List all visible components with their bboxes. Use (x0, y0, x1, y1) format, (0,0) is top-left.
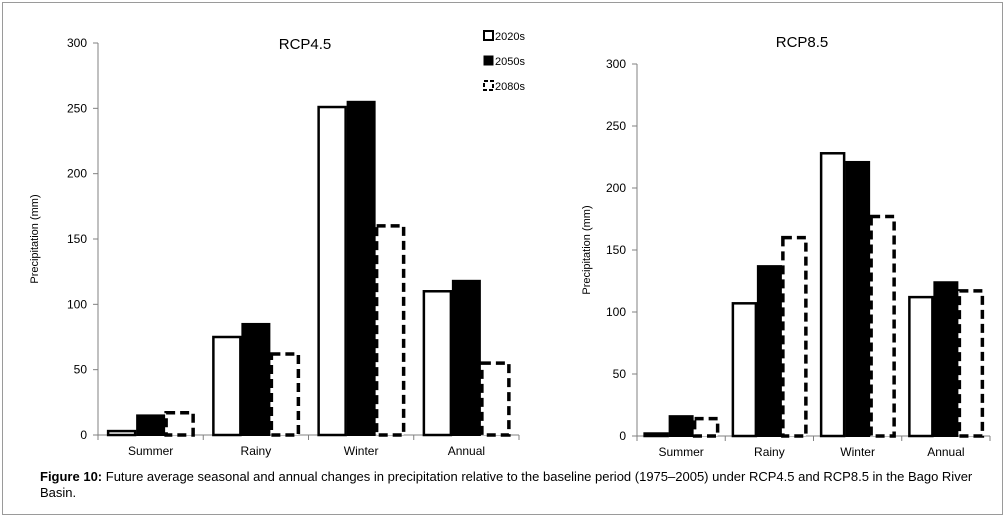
chart2-bar-2020s-annual (909, 297, 932, 436)
chart1-y-tick-label: 300 (67, 36, 87, 50)
chart1-bar-2080s-winter (377, 226, 404, 435)
chart2-bar-2080s-summer (695, 419, 718, 436)
chart1-y-tick-label: 100 (67, 297, 87, 311)
chart2-x-tick-label: Winter (840, 445, 875, 459)
chart-canvas: RCP4.5 Precipitation (mm) 0 50 100 150 200 250 3… (0, 0, 1007, 519)
figure-caption: Figure 10: Future average seasonal and a… (40, 469, 980, 501)
chart2-x-tick-label: Rainy (754, 445, 785, 459)
legend-swatch-2020s (484, 31, 493, 40)
chart2-bar-2020s-rainy (733, 303, 756, 436)
chart2-y-tick-label: 300 (606, 57, 626, 71)
chart1-y-tick-label: 200 (67, 167, 87, 181)
chart2-bar-2050s-winter (846, 162, 869, 436)
chart1-y-tick-label: 50 (74, 363, 88, 377)
chart2-y-tick-label: 100 (606, 305, 626, 319)
chart2-bar-2020s-winter (821, 153, 844, 436)
chart2-bar-2080s-winter (871, 217, 894, 436)
chart2-y-axis-label: Precipitation (mm) (581, 205, 593, 294)
chart2-bar-2020s-summer (645, 434, 668, 436)
chart1-bar-2080s-summer (166, 413, 193, 435)
chart1-bar-2050s-annual (453, 281, 480, 435)
caption-label: Figure 10: (40, 469, 102, 484)
chart1-y-tick-label: 150 (67, 232, 87, 246)
legend-swatch-2050s (484, 56, 493, 65)
chart2-y-tick-label: 150 (606, 243, 626, 257)
chart2-x-tick-label: Summer (658, 445, 703, 459)
chart1-bar-2020s-annual (424, 291, 451, 435)
chart2-x-tick-label: Annual (927, 445, 964, 459)
chart1-bar-2050s-summer (137, 415, 164, 435)
chart1-bar-2020s-rainy (213, 337, 240, 435)
chart2-y-tick-label: 0 (619, 429, 626, 443)
chart1-bar-2020s-winter (319, 107, 346, 435)
chart1-x-tick-label: Winter (344, 444, 379, 458)
chart2-y-tick-label: 50 (613, 367, 627, 381)
legend-swatch-2080s (484, 81, 493, 90)
chart1-bar-2080s-rainy (271, 354, 298, 435)
chart1-bar-2050s-winter (348, 102, 375, 435)
legend-label-2020s: 2020s (495, 31, 525, 43)
chart1-y-axis-label: Precipitation (mm) (29, 194, 41, 283)
chart1-y-tick-label: 250 (67, 101, 87, 115)
chart2-bar-2050s-rainy (758, 266, 781, 436)
caption-text: Future average seasonal and annual chang… (40, 469, 972, 500)
legend-label-2050s: 2050s (495, 56, 525, 68)
legend-label-2080s: 2080s (495, 81, 525, 93)
chart1-x-tick-label: Annual (448, 444, 485, 458)
chart1-y-tick-label: 0 (80, 428, 87, 442)
chart2-y-tick-label: 250 (606, 119, 626, 133)
chart1-bar-2050s-rainy (242, 324, 269, 435)
chart2-title: RCP8.5 (776, 34, 829, 51)
chart2-bar-2080s-annual (959, 291, 982, 436)
chart1-bar-2080s-annual (482, 363, 509, 435)
chart2-bar-2080s-rainy (783, 238, 806, 436)
chart2-y-tick-label: 200 (606, 181, 626, 195)
chart1-bar-2020s-summer (108, 431, 135, 435)
chart2-bar-2050s-annual (934, 282, 957, 436)
chart1-x-tick-label: Rainy (241, 444, 272, 458)
chart1-x-tick-label: Summer (128, 444, 173, 458)
chart2-bar-2050s-summer (670, 416, 693, 436)
chart1-title: RCP4.5 (279, 36, 332, 53)
